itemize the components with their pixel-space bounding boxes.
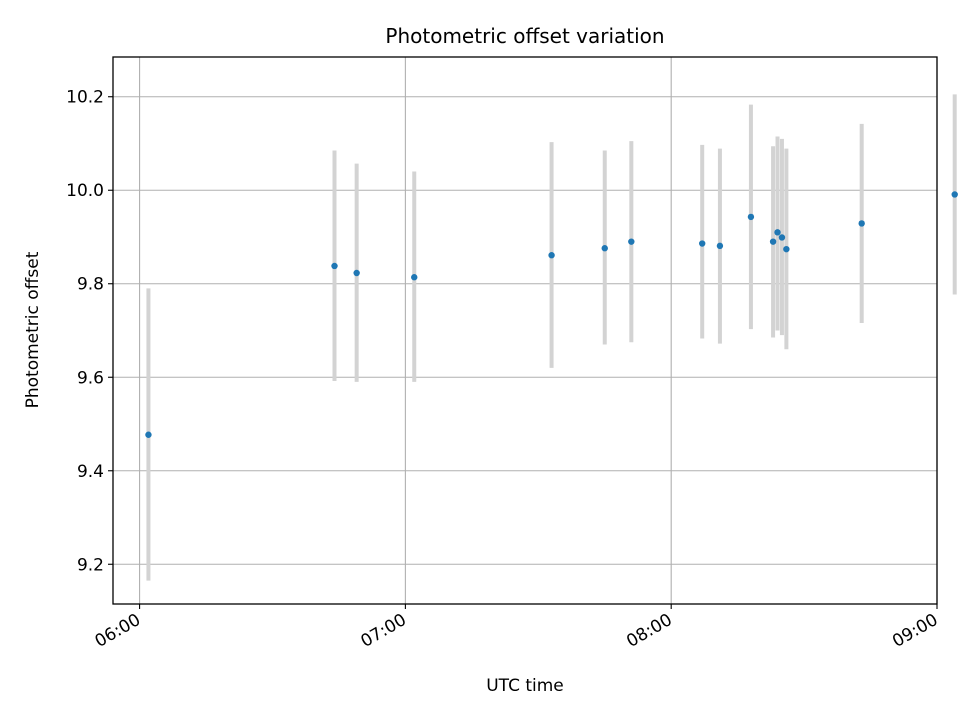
chart-title: Photometric offset variation — [385, 24, 664, 48]
data-point — [331, 262, 338, 270]
data-point — [774, 229, 781, 236]
y-tick-label: 9.2 — [77, 555, 104, 575]
y-tick-label: 10.0 — [66, 181, 104, 201]
data-point — [411, 274, 418, 281]
data-point — [858, 220, 865, 227]
data-point — [783, 245, 790, 253]
data-point — [353, 269, 360, 277]
x-tick-label: 09:00 — [889, 610, 941, 652]
y-axis-label: Photometric offset — [23, 251, 43, 408]
plot-frame — [112, 56, 938, 605]
error-bars — [146, 94, 957, 581]
data-point — [747, 213, 755, 221]
data-points — [145, 191, 958, 438]
data-point — [699, 240, 706, 247]
y-tick-label: 9.6 — [77, 368, 104, 388]
data-point — [628, 238, 635, 245]
data-point — [778, 234, 786, 241]
x-tick-label: 06:00 — [92, 610, 144, 652]
data-point — [769, 238, 777, 245]
y-tick-label: 9.4 — [77, 462, 104, 482]
data-point — [951, 191, 958, 198]
x-tick-label: 08:00 — [623, 610, 675, 652]
data-point — [548, 252, 555, 259]
x-tick-label: 07:00 — [357, 610, 409, 652]
y-tick-label: 9.8 — [77, 275, 104, 295]
grid-lines — [113, 57, 938, 604]
y-tick-label: 10.2 — [66, 88, 104, 108]
data-point — [145, 431, 152, 438]
y-axis-ticks: 9.2 9.4 9.6 9.8 10.0 10.2 — [66, 88, 113, 575]
data-point — [601, 245, 608, 252]
x-axis-label: UTC time — [486, 676, 564, 696]
data-point — [716, 242, 724, 250]
